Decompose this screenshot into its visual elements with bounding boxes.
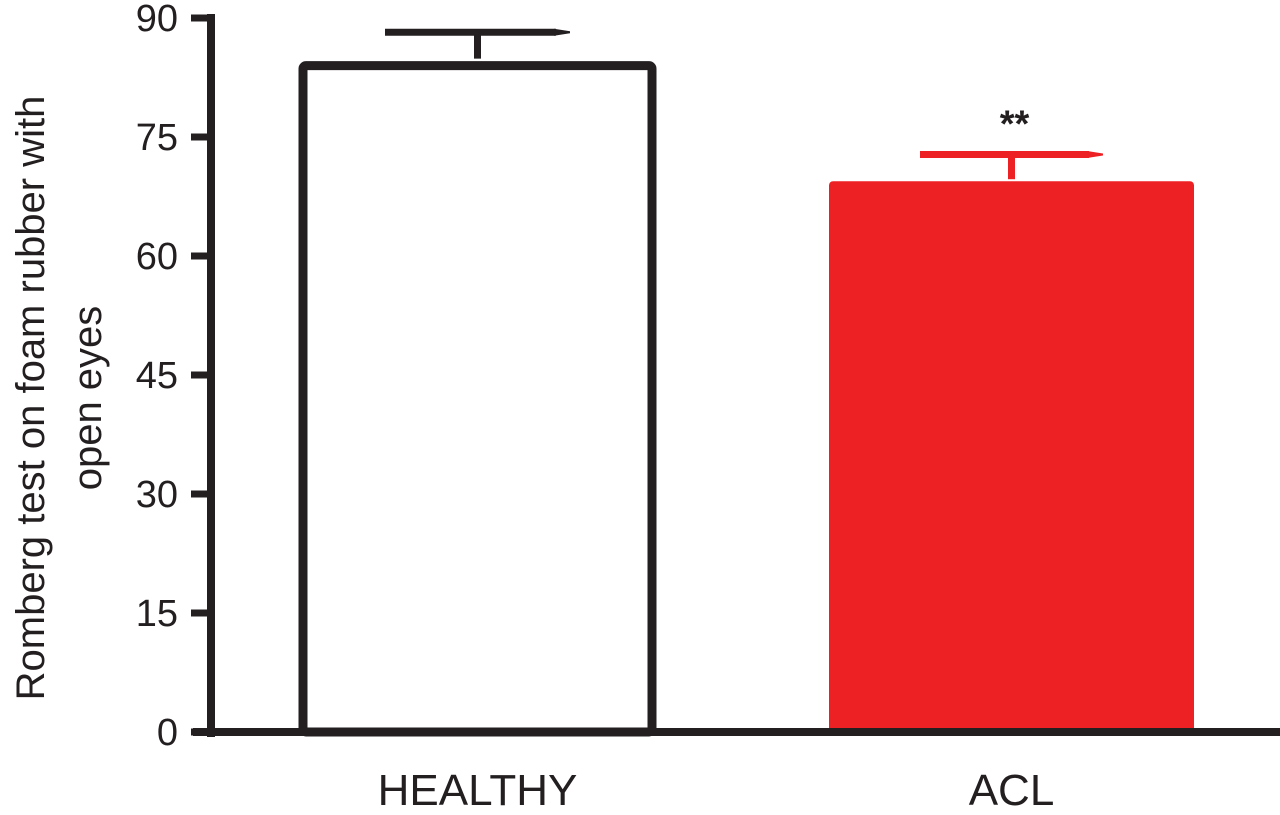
y-axis-title-line-1: Romberg test on foam rubber with bbox=[9, 96, 53, 701]
y-tick-label: 15 bbox=[136, 593, 178, 635]
axes bbox=[193, 14, 1280, 737]
y-tick-label: 75 bbox=[136, 117, 178, 159]
error-bar-acl bbox=[920, 150, 1103, 180]
y-tick-label: 90 bbox=[136, 0, 178, 40]
annotations: ** bbox=[1000, 103, 1030, 145]
y-tick-label: 30 bbox=[136, 474, 178, 516]
x-category-labels: HEALTHY ACL bbox=[378, 766, 1055, 815]
significance-marker: ** bbox=[1000, 103, 1030, 145]
bar-acl bbox=[829, 181, 1194, 734]
error-bar-cap-tip bbox=[554, 28, 570, 36]
error-bar-cap-tip bbox=[1087, 150, 1103, 158]
y-axis-title: Romberg test on foam rubber with open ey… bbox=[9, 96, 110, 701]
bars-layer bbox=[298, 28, 1194, 737]
error-bar-healthy bbox=[385, 28, 570, 59]
y-tick-label: 0 bbox=[157, 712, 178, 754]
x-category-label-healthy: HEALTHY bbox=[378, 766, 578, 815]
y-axis-title-line-2: open eyes bbox=[66, 306, 110, 491]
x-category-label-acl: ACL bbox=[969, 766, 1055, 815]
y-tick-label: 60 bbox=[136, 236, 178, 278]
y-ticks: 0 15 30 45 60 75 90 bbox=[136, 0, 211, 754]
y-tick-label: 45 bbox=[136, 355, 178, 397]
bar-healthy bbox=[298, 61, 657, 737]
